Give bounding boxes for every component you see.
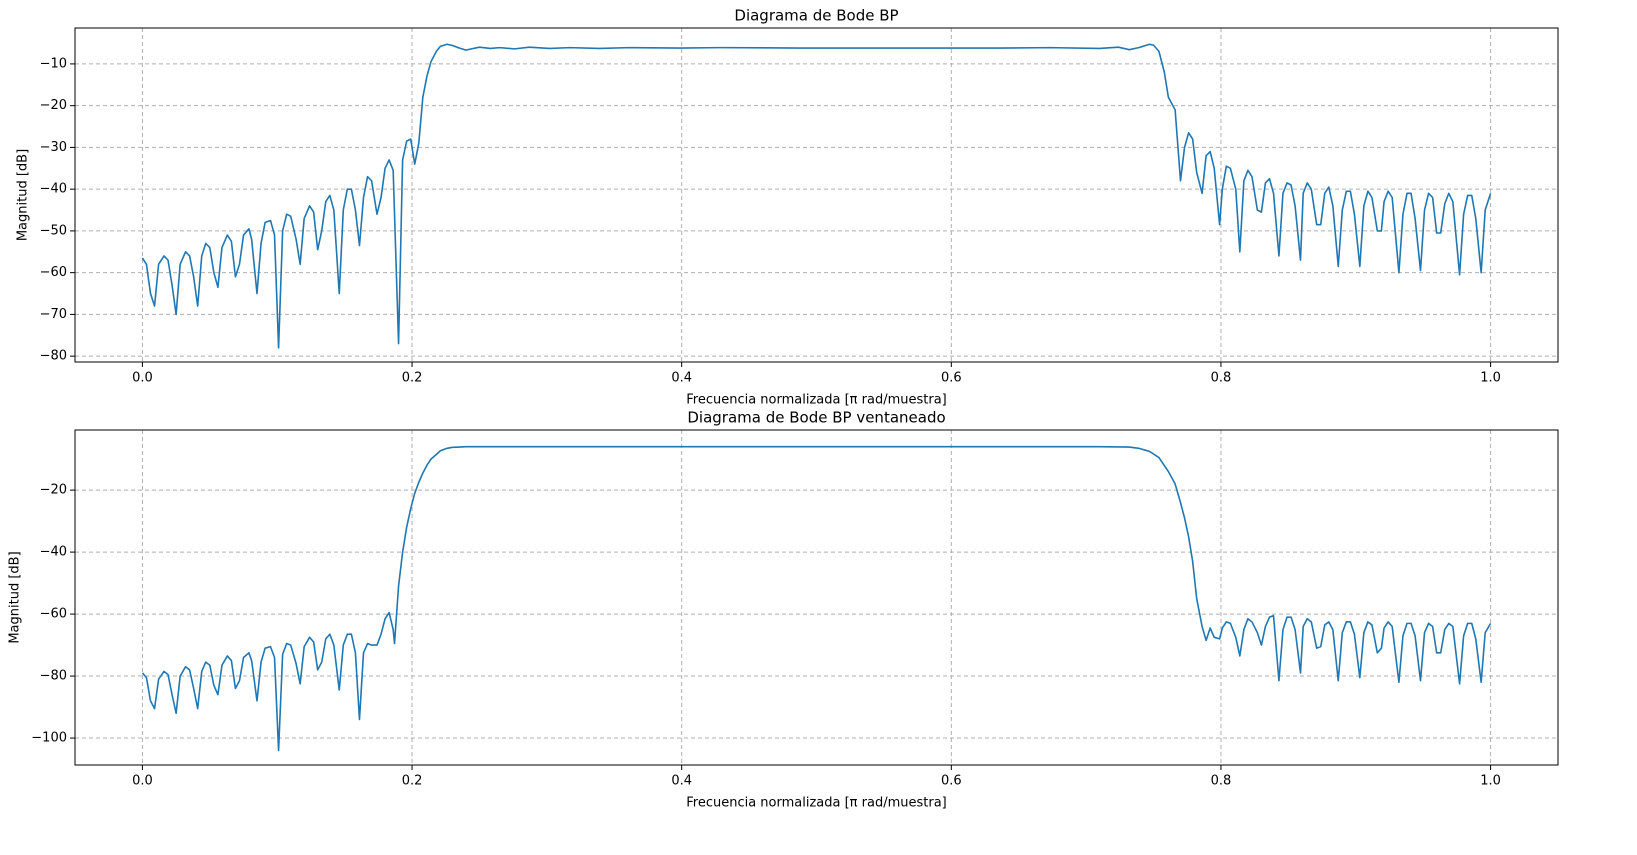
data-line	[141, 43, 1492, 349]
x-tick-label: 0.4	[671, 774, 692, 789]
plot-frame	[74, 27, 1559, 363]
x-axis-label: Frecuencia normalizada [π rad/muestra]	[686, 393, 947, 408]
y-tick-label: −40	[40, 545, 67, 560]
x-tick-label: 0.8	[1211, 774, 1232, 789]
x-tick-label: 0.2	[402, 371, 423, 386]
x-tick-label: 0.6	[941, 774, 962, 789]
data-line	[141, 445, 1492, 752]
y-tick-label: −80	[40, 349, 67, 364]
x-axis-label: Frecuencia normalizada [π rad/muestra]	[686, 796, 947, 811]
x-tick-label: 0.6	[941, 371, 962, 386]
x-tick-label: 1.0	[1480, 371, 1501, 386]
y-tick-label: −60	[40, 607, 67, 622]
y-tick-label: −100	[31, 731, 67, 746]
y-tick-label: −10	[40, 56, 67, 71]
plot-frame	[74, 429, 1559, 766]
y-tick-label: −20	[40, 483, 67, 498]
chart-title: Diagrama de Bode BP	[734, 7, 898, 25]
y-tick-label: −40	[40, 182, 67, 197]
y-tick-label: −50	[40, 223, 67, 238]
x-tick-label: 0.0	[132, 371, 153, 386]
y-axis-label: Magnitud [dB]	[8, 551, 23, 643]
x-tick-label: 0.0	[132, 774, 153, 789]
y-axis-label: Magnitud [dB]	[16, 149, 31, 241]
y-tick-label: −80	[40, 669, 67, 684]
x-tick-label: 0.2	[402, 774, 423, 789]
chart-title: Diagrama de Bode BP ventaneado	[687, 409, 945, 427]
y-tick-label: −70	[40, 307, 67, 322]
y-tick-label: −60	[40, 265, 67, 280]
y-tick-label: −20	[40, 98, 67, 113]
y-tick-label: −30	[40, 140, 67, 155]
x-tick-label: 0.8	[1211, 371, 1232, 386]
x-tick-label: 1.0	[1480, 774, 1501, 789]
x-tick-label: 0.4	[671, 371, 692, 386]
